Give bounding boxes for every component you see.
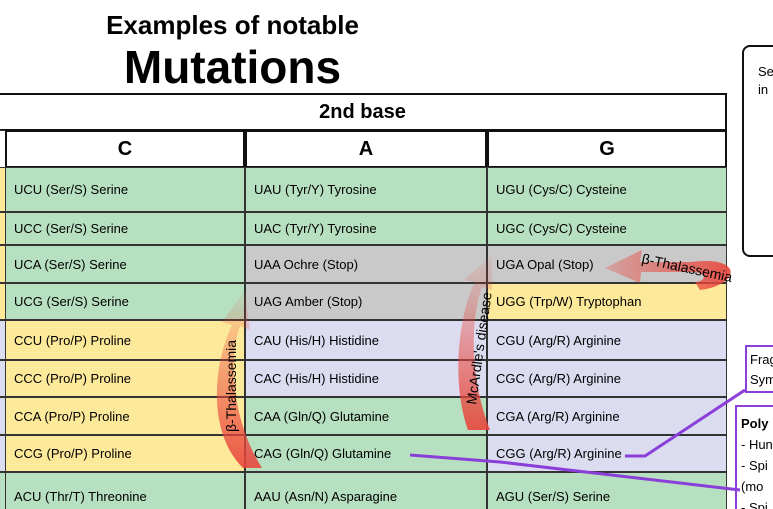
title-main: Mutations xyxy=(123,41,342,93)
side-text: - Hun xyxy=(741,437,773,452)
table-cell: UGG (Trp/W) Tryptophan xyxy=(487,283,727,320)
table-cell: UAA Ochre (Stop) xyxy=(245,245,487,283)
table-cell: UAC (Tyr/Y) Tyrosine xyxy=(245,212,487,245)
connector xyxy=(409,453,741,492)
side-text: - Spi xyxy=(741,458,768,473)
table-cell: UAG Amber (Stop) xyxy=(245,283,487,320)
table-cell: AGU (Ser/S) Serine xyxy=(487,472,727,509)
annotation: β-Thalassemia xyxy=(640,250,734,285)
table-cell: CAC (His/H) Histidine xyxy=(245,360,487,397)
table-cell: CCA (Pro/P) Proline xyxy=(5,397,245,435)
table-cell: CAA (Gln/Q) Glutamine xyxy=(245,397,487,435)
side-text: Frag xyxy=(750,352,773,367)
table-cell: UAU (Tyr/Y) Tyrosine xyxy=(245,167,487,212)
connector xyxy=(625,388,746,458)
table-cell: CAU (His/H) Histidine xyxy=(245,320,487,360)
column-header: C xyxy=(5,130,245,168)
side-box: Poly - Hun - Spi (mo - Spi xyxy=(735,405,773,509)
table-cell: UGC (Cys/C) Cysteine xyxy=(487,212,727,245)
side-box: Se in xyxy=(742,45,773,257)
arrow xyxy=(458,255,492,430)
table-cell: ACU (Thr/T) Threonine xyxy=(5,472,245,509)
side-text: (mo xyxy=(741,479,764,494)
arrow xyxy=(605,250,731,290)
table-cell: CGU (Arg/R) Arginine xyxy=(487,320,727,360)
table-cell: CAG (Gln/Q) Glutamine xyxy=(245,435,487,472)
table-cell: UCA (Ser/S) Serine xyxy=(5,245,245,283)
table-cell: UGU (Cys/C) Cysteine xyxy=(487,167,727,212)
side-text: in xyxy=(758,82,769,97)
title-line: Examples of notable xyxy=(106,10,359,40)
table-cell: UCC (Ser/S) Serine xyxy=(5,212,245,245)
side-box: Frag Sym xyxy=(745,345,773,393)
side-text: - Spi xyxy=(741,500,768,509)
table-cell: UCG (Ser/S) Serine xyxy=(5,283,245,320)
table-cell: CCC (Pro/P) Proline xyxy=(5,360,245,397)
table-cell: CCU (Pro/P) Proline xyxy=(5,320,245,360)
table-cell: CGG (Arg/R) Arginine xyxy=(487,435,727,472)
arrow xyxy=(216,290,262,468)
column-header: G xyxy=(487,130,727,168)
table-cell: AAU (Asn/N) Asparagine xyxy=(245,472,487,509)
side-text: Poly xyxy=(741,416,769,431)
table-cell: CCG (Pro/P) Proline xyxy=(5,435,245,472)
annotation: β-Thalassemia xyxy=(223,340,239,432)
side-text: Se xyxy=(758,64,773,79)
side-text: Sym xyxy=(750,372,773,387)
table-cell: CGC (Arg/R) Arginine xyxy=(487,360,727,397)
table-cell: UCU (Ser/S) Serine xyxy=(5,167,245,212)
